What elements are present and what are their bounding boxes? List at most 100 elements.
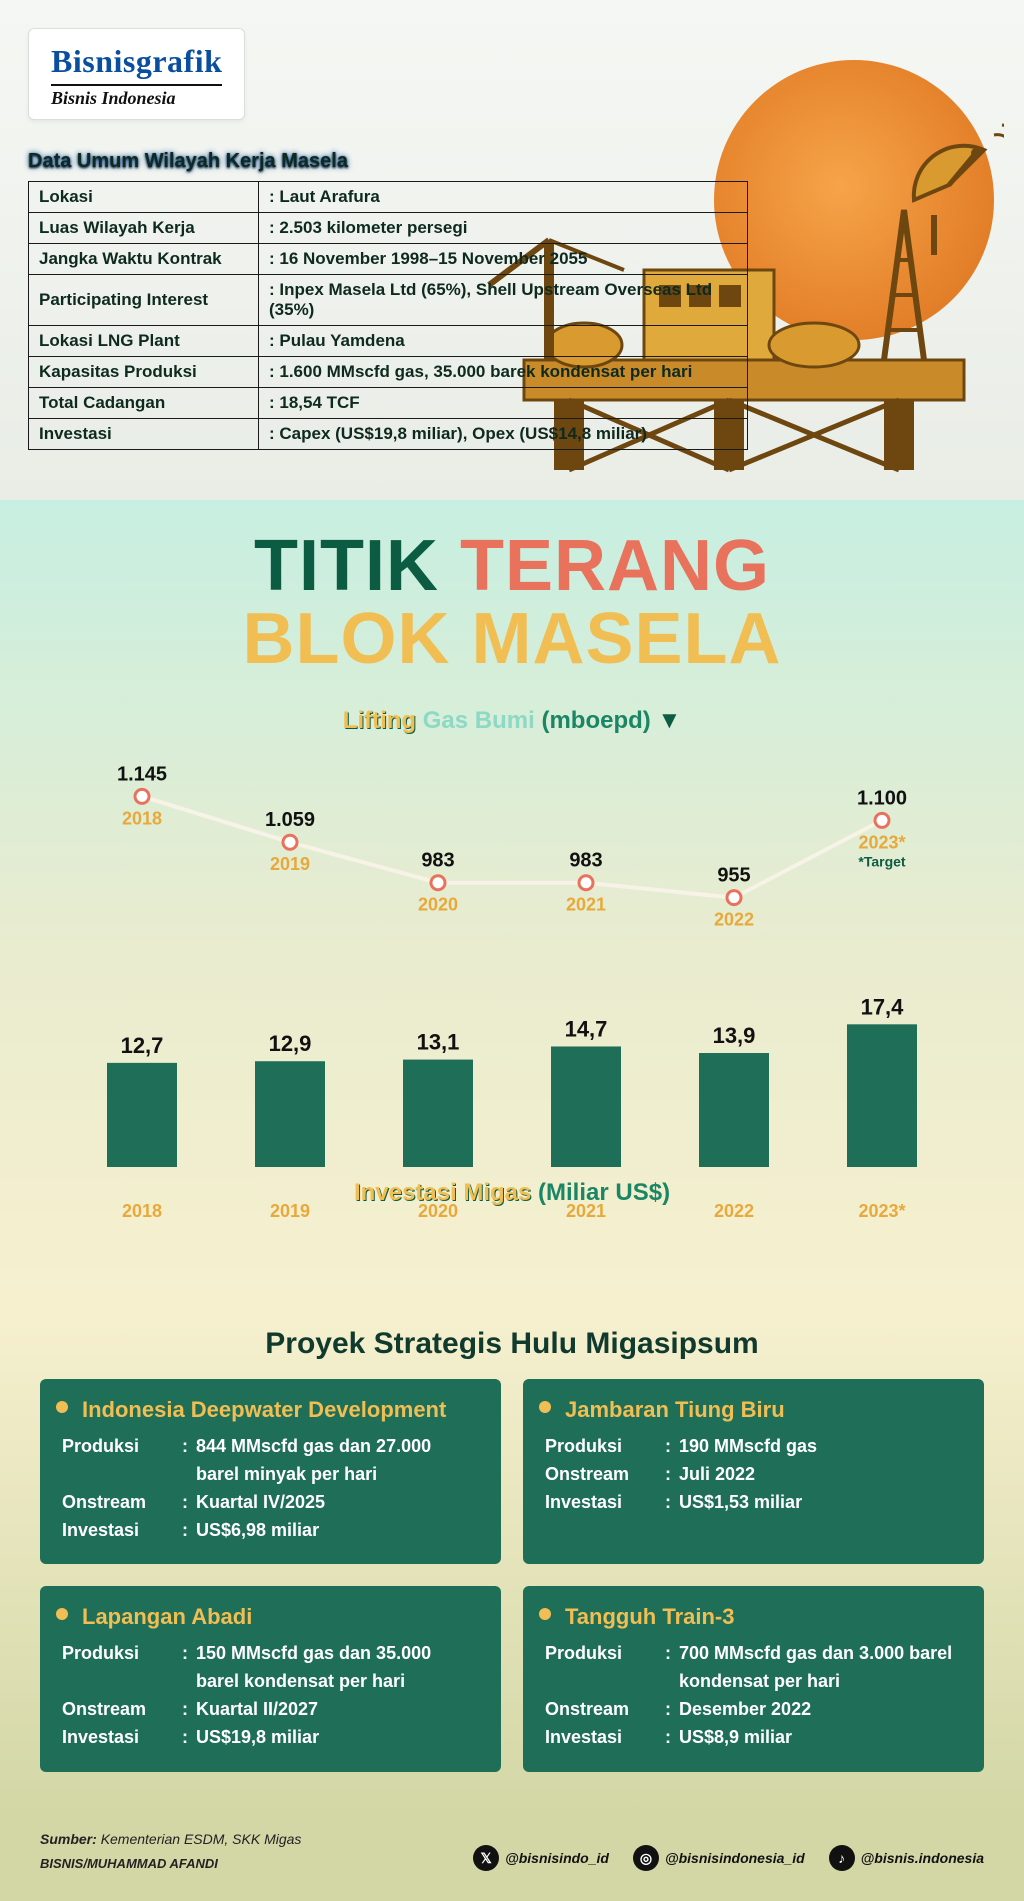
table-value: : 16 November 1998–15 November 2055 [259, 244, 748, 275]
social-link[interactable]: 𝕏 @bisnisindo_id [473, 1845, 609, 1871]
project-sep: : [182, 1517, 196, 1545]
project-card-row: Investasi:US$6,98 miliar [62, 1517, 479, 1545]
projects-row-2: Lapangan Abadi Produksi:150 MMscfd gas da… [40, 1586, 984, 1772]
twitter-icon: 𝕏 [473, 1845, 499, 1871]
table-row: Kapasitas Produksi: 1.600 MMscfd gas, 35… [29, 357, 748, 388]
project-sep: : [665, 1640, 679, 1696]
table-key: Lokasi [29, 182, 259, 213]
svg-text:2023*: 2023* [858, 832, 905, 852]
project-value: 700 MMscfd gas dan 3.000 barel kondensat… [679, 1640, 962, 1696]
project-card-title: Lapangan Abadi [82, 1604, 479, 1630]
project-value: Juli 2022 [679, 1461, 962, 1489]
headline-word-2: TERANG [460, 526, 770, 606]
bar-chart-title-a: Investasi Migas [354, 1179, 531, 1206]
headline: TITIK TERANG BLOK MASELA [40, 530, 984, 677]
project-card-row: Produksi:700 MMscfd gas dan 3.000 barel … [545, 1640, 962, 1696]
svg-text:1.145: 1.145 [117, 763, 167, 785]
project-value: US$6,98 miliar [196, 1517, 479, 1545]
project-card-row: Onstream:Kuartal IV/2025 [62, 1489, 479, 1517]
footer: Sumber: Kementerian ESDM, SKK Migas BISN… [0, 1812, 1024, 1901]
project-card-row: Investasi:US$8,9 miliar [545, 1724, 962, 1752]
project-sep: : [182, 1724, 196, 1752]
project-card-row: Investasi:US$19,8 miliar [62, 1724, 479, 1752]
project-key: Produksi [545, 1640, 665, 1696]
footer-credit: BISNIS/MUHAMMAD AFANDI [40, 1856, 301, 1871]
project-key: Produksi [545, 1433, 665, 1461]
table-row: Investasi: Capex (US$19,8 miliar), Opex … [29, 419, 748, 450]
table-value: : Laut Arafura [259, 182, 748, 213]
table-row: Jangka Waktu Kontrak: 16 November 1998–1… [29, 244, 748, 275]
project-card-row: Produksi:150 MMscfd gas dan 35.000 barel… [62, 1640, 479, 1696]
project-value: US$19,8 miliar [196, 1724, 479, 1752]
table-row: Lokasi LNG Plant: Pulau Yamdena [29, 326, 748, 357]
project-sep: : [182, 1433, 196, 1489]
project-key: Produksi [62, 1640, 182, 1696]
line-chart-title-a: Lifting [343, 707, 416, 734]
line-chart-title-c: (mboepd) [541, 707, 650, 734]
table-key: Participating Interest [29, 275, 259, 326]
table-value: : 2.503 kilometer persegi [259, 213, 748, 244]
project-sep: : [665, 1489, 679, 1517]
svg-text:983: 983 [421, 850, 454, 872]
data-table-body: Lokasi: Laut ArafuraLuas Wilayah Kerja: … [28, 181, 748, 450]
table-row: Luas Wilayah Kerja: 2.503 kilometer pers… [29, 213, 748, 244]
data-table: Data Umum Wilayah Kerja Masela Lokasi: L… [28, 150, 748, 450]
table-key: Luas Wilayah Kerja [29, 213, 259, 244]
table-row: Lokasi: Laut Arafura [29, 182, 748, 213]
project-sep: : [665, 1696, 679, 1724]
project-value: Desember 2022 [679, 1696, 962, 1724]
svg-text:17,4: 17,4 [861, 994, 905, 1019]
project-key: Onstream [545, 1461, 665, 1489]
table-value: : Capex (US$19,8 miliar), Opex (US$14,8 … [259, 419, 748, 450]
footer-socials: 𝕏 @bisnisindo_id ◎ @bisnisindonesia_id ♪ @… [473, 1845, 984, 1871]
table-key: Total Cadangan [29, 388, 259, 419]
table-key: Lokasi LNG Plant [29, 326, 259, 357]
svg-text:13,9: 13,9 [713, 1023, 756, 1048]
social-link[interactable]: ◎ @bisnisindonesia_id [633, 1845, 805, 1871]
projects-row-1: Indonesia Deepwater DevelopmentProduksi:… [40, 1379, 984, 1565]
social-handle: @bisnisindo_id [505, 1850, 609, 1866]
top-section: Bisnisgrafik Bisnis Indonesia Data Umum … [0, 0, 1024, 500]
svg-text:12,7: 12,7 [121, 1033, 164, 1058]
project-card-title: Tangguh Train-3 [565, 1604, 962, 1630]
footer-source-text: Kementerian ESDM, SKK Migas [101, 1831, 302, 1847]
project-card: Tangguh Train-3 Produksi:700 MMscfd gas d… [523, 1586, 984, 1772]
project-key: Produksi [62, 1433, 182, 1489]
project-sep: : [665, 1724, 679, 1752]
svg-text:955: 955 [717, 865, 750, 887]
chart-area: Lifting Gas Bumi (mboepd) ▼ 1.14520181.0… [72, 707, 952, 1267]
svg-text:983: 983 [569, 850, 602, 872]
project-key: Investasi [62, 1724, 182, 1752]
svg-text:14,7: 14,7 [565, 1016, 608, 1041]
project-key: Investasi [545, 1724, 665, 1752]
social-handle: @bisnisindonesia_id [665, 1850, 805, 1866]
project-card: Jambaran Tiung BiruProduksi:190 MMscfd g… [523, 1379, 984, 1565]
table-key: Kapasitas Produksi [29, 357, 259, 388]
svg-text:*Target: *Target [858, 853, 906, 869]
bar-chart-title-b: (Miliar US$) [538, 1179, 670, 1206]
project-card-row: Onstream:Desember 2022 [545, 1696, 962, 1724]
instagram-icon: ◎ [633, 1845, 659, 1871]
project-sep: : [665, 1461, 679, 1489]
table-row: Total Cadangan: 18,54 TCF [29, 388, 748, 419]
project-card-row: Investasi:US$1,53 miliar [545, 1489, 962, 1517]
line-chart-title: Lifting Gas Bumi (mboepd) ▼ [72, 707, 952, 735]
table-value: : Inpex Masela Ltd (65%), Shell Upstream… [259, 275, 748, 326]
project-key: Onstream [62, 1696, 182, 1724]
svg-text:2019: 2019 [270, 854, 310, 874]
svg-text:1.059: 1.059 [265, 809, 315, 831]
table-value: : 18,54 TCF [259, 388, 748, 419]
project-value: 190 MMscfd gas [679, 1433, 962, 1461]
table-value: : Pulau Yamdena [259, 326, 748, 357]
project-sep: : [182, 1489, 196, 1517]
project-key: Investasi [545, 1489, 665, 1517]
infographic-root: Bisnisgrafik Bisnis Indonesia Data Umum … [0, 0, 1024, 1901]
brand-logo-main: Bisnisgrafik [51, 43, 222, 80]
footer-left: Sumber: Kementerian ESDM, SKK Migas BISN… [40, 1828, 301, 1871]
project-key: Investasi [62, 1517, 182, 1545]
project-card: Indonesia Deepwater DevelopmentProduksi:… [40, 1379, 501, 1565]
project-sep: : [182, 1640, 196, 1696]
projects-section: Proyek Strategis Hulu Migasipsum Indones… [0, 1307, 1024, 1812]
social-link[interactable]: ♪ @bisnis.indonesia [829, 1845, 984, 1871]
project-card-row: Onstream:Juli 2022 [545, 1461, 962, 1489]
